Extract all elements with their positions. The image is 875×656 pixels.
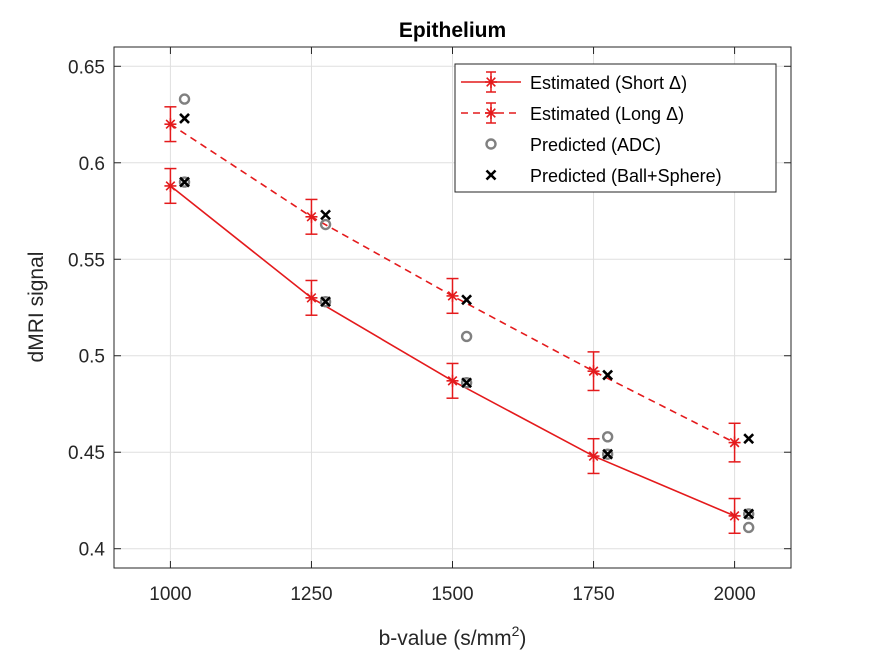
asterisk-stroke xyxy=(306,211,317,222)
legend-label-ball-sphere: Predicted (Ball+Sphere) xyxy=(530,166,722,186)
series-predicted-ball-sphere xyxy=(179,112,755,520)
x-mark-stroke xyxy=(743,508,755,520)
legend: Estimated (Short Δ) Estimated (Long Δ) P… xyxy=(454,63,777,193)
x-tick-label: 1750 xyxy=(572,584,614,605)
data-point-asterisk xyxy=(305,291,318,304)
asterisk-stroke xyxy=(588,451,599,461)
x-mark-stroke xyxy=(485,169,497,181)
x-mark-stroke xyxy=(743,433,755,445)
y-axis-label: dMRI signal xyxy=(25,252,48,363)
x-mark-stroke xyxy=(461,294,473,306)
data-point-circle xyxy=(319,218,332,231)
x-mark-stroke xyxy=(320,209,331,221)
legend-circle xyxy=(485,138,497,150)
data-point-asterisk xyxy=(446,374,459,387)
legend-marker-long xyxy=(461,102,521,124)
data-point-x xyxy=(743,433,755,445)
y-tick-label: 0.65 xyxy=(68,57,105,78)
asterisk-stroke xyxy=(729,511,740,521)
y-tick-label: 0.45 xyxy=(68,443,105,464)
ticks: 1000 1250 1500 1750 2000 0.4 0.45 0.5 0.55 0.6 0.6… xyxy=(68,47,791,605)
data-point-circle xyxy=(460,377,473,389)
legend-marker-short xyxy=(461,71,521,93)
data-point-circle xyxy=(601,448,614,460)
series-layer xyxy=(164,93,755,535)
asterisk-stroke xyxy=(306,292,317,303)
data-point-x xyxy=(179,176,190,188)
asterisk-stroke xyxy=(729,437,740,448)
data-point-x xyxy=(179,112,190,124)
x-tick-label: 1500 xyxy=(431,584,473,605)
series-predicted-adc xyxy=(178,93,755,534)
y-tick-label: 0.4 xyxy=(79,540,106,561)
x-axis-label-superscript: 2 xyxy=(512,623,520,639)
x-axis-label: b-value (s/mm2) xyxy=(379,623,527,650)
data-point-circle xyxy=(178,93,191,105)
data-point-asterisk xyxy=(164,118,177,131)
legend-markers xyxy=(461,71,521,181)
data-point-asterisk xyxy=(446,289,459,302)
data-point-x xyxy=(602,448,614,460)
x-tick-label: 1000 xyxy=(149,584,191,605)
chart-title: Epithelium xyxy=(399,19,506,42)
asterisk-stroke xyxy=(588,366,599,377)
series-estimated-short xyxy=(164,167,741,535)
x-mark-stroke xyxy=(602,369,614,381)
x-tick-label: 2000 xyxy=(713,584,755,605)
asterisk-stroke xyxy=(486,108,496,118)
data-point-x xyxy=(320,296,331,308)
legend-label-adc: Predicted (ADC) xyxy=(530,135,661,155)
data-point-x xyxy=(743,508,755,520)
legend-box xyxy=(454,63,777,193)
data-point-circle xyxy=(601,431,614,443)
x-mark-stroke xyxy=(179,112,190,124)
data-point-x xyxy=(461,377,473,389)
asterisk-stroke xyxy=(447,291,458,301)
x-mark-stroke xyxy=(320,296,331,308)
series-estimated-long xyxy=(164,106,741,463)
data-point-asterisk xyxy=(587,450,600,463)
x-mark-stroke xyxy=(461,377,473,389)
y-tick-label: 0.6 xyxy=(79,154,105,175)
data-point-circle xyxy=(742,521,755,534)
data-point-x xyxy=(320,209,331,221)
asterisk-stroke xyxy=(447,375,458,386)
data-point-asterisk xyxy=(728,436,741,449)
data-point-asterisk xyxy=(587,365,600,378)
data-point-x xyxy=(461,294,473,306)
legend-x xyxy=(485,169,497,181)
x-tick-label: 1250 xyxy=(290,584,332,605)
legend-label-long: Estimated (Long Δ) xyxy=(530,104,684,124)
y-tick-label: 0.55 xyxy=(68,250,105,271)
data-point-asterisk xyxy=(728,509,741,522)
x-mark-stroke xyxy=(602,448,614,460)
legend-asterisk xyxy=(485,107,497,119)
data-point-x xyxy=(602,369,614,381)
data-point-asterisk xyxy=(164,179,177,192)
asterisk-stroke xyxy=(486,77,496,87)
asterisk-stroke xyxy=(165,119,176,130)
legend-label-short: Estimated (Short Δ) xyxy=(530,73,687,93)
y-tick-label: 0.5 xyxy=(79,347,105,368)
x-mark-stroke xyxy=(179,176,190,188)
data-point-circle xyxy=(460,330,473,343)
legend-marker-adc xyxy=(485,138,497,150)
data-point-circle xyxy=(742,508,755,520)
asterisk-stroke xyxy=(165,181,176,191)
data-point-asterisk xyxy=(305,210,318,223)
legend-asterisk xyxy=(485,76,497,88)
legend-marker-ball-sphere xyxy=(485,169,497,181)
data-point-circle xyxy=(178,176,191,188)
data-point-circle xyxy=(319,296,332,308)
